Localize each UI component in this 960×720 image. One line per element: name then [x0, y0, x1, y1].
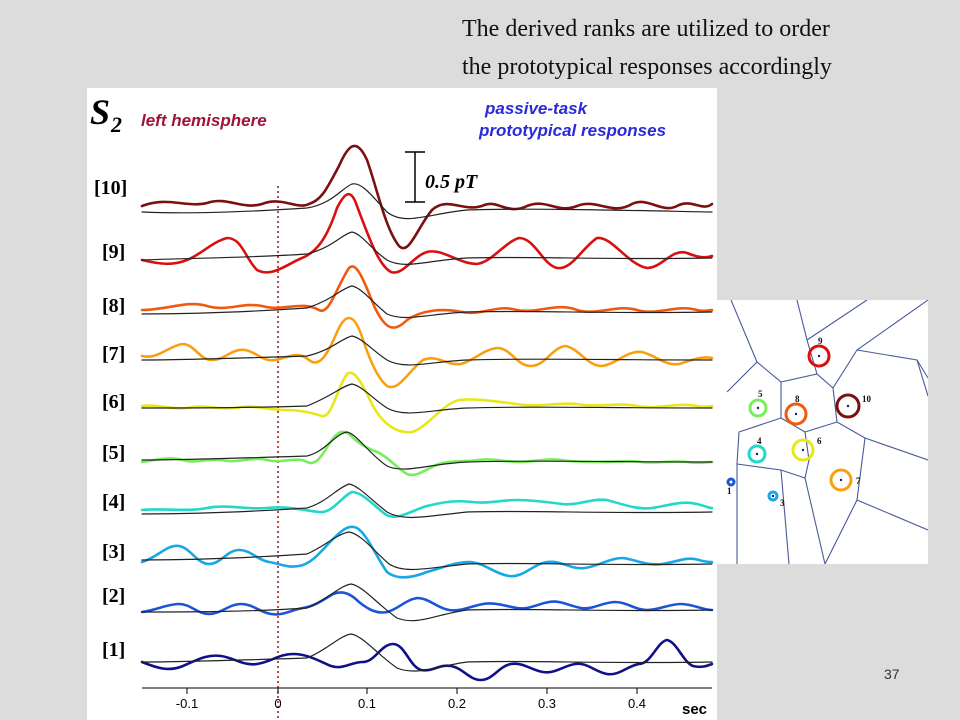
- cluster-circle-7: [829, 468, 853, 492]
- trace-rank-4-colored: [140, 490, 714, 518]
- cluster-circle-1: [726, 477, 736, 487]
- trace-rank-8-colored: [140, 265, 714, 329]
- cluster-label-6: 6: [817, 436, 822, 446]
- waveform-plot: S 2 left hemisphere passive-task prototy…: [90, 92, 714, 720]
- trace-rank-2-mean: [141, 583, 713, 622]
- cluster-circle-5: [748, 398, 768, 418]
- caption-line-1: The derived ranks are utilized to order: [462, 16, 830, 42]
- trace-rank-7-colored: [140, 316, 714, 389]
- rank-label-10: [10]: [94, 177, 127, 199]
- scale-bar-label: 0.5 pT: [425, 171, 478, 193]
- voronoi-map: 1 3 4 5 6 7 8 9 10: [717, 300, 928, 564]
- x-tick-label: 0.4: [628, 696, 646, 711]
- trace-rank-5-colored: [140, 430, 714, 477]
- cluster-label-8: 8: [795, 394, 800, 404]
- traces: [140, 144, 714, 682]
- rank-label-8: [8]: [102, 295, 125, 317]
- slide-number: 37: [884, 666, 900, 682]
- cluster-label-5: 5: [758, 389, 763, 399]
- x-tick-label: -0.1: [176, 696, 198, 711]
- caption-line-2: the prototypical responses accordingly: [462, 54, 832, 80]
- cluster-label-1: 1: [727, 486, 732, 496]
- waveform-figure: S 2 left hemisphere passive-task prototy…: [87, 88, 717, 720]
- cluster-circle-6: [791, 438, 815, 462]
- voronoi-diagram: 1 3 4 5 6 7 8 9 10: [726, 300, 928, 564]
- subject-label: S: [90, 92, 110, 132]
- trace-rank-4-mean: [141, 483, 713, 519]
- task-label: passive-task: [484, 99, 589, 118]
- trace-rank-3-colored: [140, 525, 714, 579]
- rank-label-5: [5]: [102, 442, 125, 464]
- slide-caption: The derived ranks are utilized to order …: [462, 10, 952, 86]
- trace-rank-6-mean: [141, 383, 713, 414]
- trace-rank-9-mean: [141, 231, 713, 265]
- trace-rank-8-mean: [141, 285, 713, 319]
- x-tick-label: 0.2: [448, 696, 466, 711]
- cluster-circle-3: [767, 490, 779, 502]
- rank-label-7: [7]: [102, 343, 125, 365]
- x-tick-label: 0: [274, 696, 281, 711]
- prototypical-label: prototypical responses: [478, 121, 666, 140]
- trace-rank-10-colored: [140, 144, 714, 250]
- rank-label-1: [1]: [102, 639, 125, 661]
- rank-label-2: [2]: [102, 585, 125, 607]
- cluster-circle-4: [747, 444, 767, 464]
- scale-bar: [405, 151, 425, 203]
- cluster-label-4: 4: [757, 436, 762, 446]
- trace-rank-7-mean: [141, 335, 713, 366]
- trace-rank-2-colored: [140, 591, 714, 616]
- rank-label-3: [3]: [102, 541, 125, 563]
- rank-label-9: [9]: [102, 241, 125, 263]
- trace-rank-5-mean: [141, 431, 713, 470]
- cluster-label-9: 9: [818, 336, 823, 346]
- cluster-label-3: 3: [780, 498, 785, 508]
- trace-rank-9-colored: [140, 192, 714, 274]
- rank-label-6: [6]: [102, 391, 125, 413]
- x-tick-label: 0.1: [358, 696, 376, 711]
- cluster-label-10: 10: [862, 394, 872, 404]
- cluster-label-7: 7: [856, 476, 861, 486]
- hemisphere-label: left hemisphere: [141, 111, 267, 130]
- trace-rank-6-colored: [140, 371, 714, 434]
- trace-rank-3-mean: [141, 531, 713, 571]
- trace-rank-10-mean: [141, 183, 713, 220]
- rank-label-4: [4]: [102, 491, 125, 513]
- cluster-circle-9: [807, 344, 831, 368]
- voronoi-cell-edges: [726, 300, 928, 564]
- cluster-circle-8: [784, 402, 808, 426]
- subject-subscript: 2: [110, 112, 122, 137]
- trace-rank-1-colored: [140, 638, 714, 682]
- x-unit-label: sec: [682, 701, 707, 718]
- trace-rank-1-mean: [141, 633, 713, 672]
- x-tick-label: 0.3: [538, 696, 556, 711]
- cluster-circle-10: [835, 393, 861, 419]
